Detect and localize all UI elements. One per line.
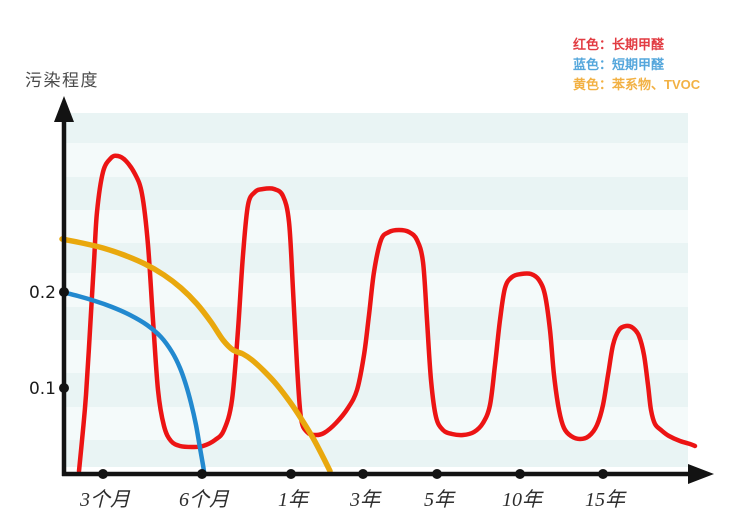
y-axis-title: 污染程度 [25, 71, 99, 90]
curve-long-term-formaldehyde [76, 153, 698, 474]
legend: 红色：长期甲醛 蓝色：短期甲醛 黄色：苯系物、TVOC [573, 35, 700, 95]
y-tick-dot-1 [59, 383, 69, 393]
legend-item-benzene-tvoc: 黄色：苯系物、TVOC [573, 77, 701, 92]
background-band [66, 113, 688, 143]
x-tick-dot-2 [286, 469, 296, 479]
x-tick-dot-1 [197, 469, 207, 479]
background-band [66, 307, 688, 340]
x-axis-arrow-icon [688, 464, 714, 484]
plot-background-bands [66, 113, 688, 467]
background-band [66, 210, 688, 243]
background-band [66, 373, 688, 407]
curve-benzene-tvoc [59, 236, 333, 474]
y-axis-arrow-icon [54, 96, 74, 122]
x-tick-label-2: 1年 [278, 489, 310, 511]
y-tick-label-0: 0.2 [29, 283, 56, 303]
x-tick-dot-6 [598, 469, 608, 479]
background-band [66, 407, 688, 440]
background-band [66, 143, 688, 177]
legend-item-short-term-formaldehyde: 蓝色：短期甲醛 [573, 57, 665, 72]
background-band [66, 177, 688, 210]
x-tick-dot-5 [515, 469, 525, 479]
background-band [66, 440, 688, 467]
x-tick-label-6: 15年 [585, 489, 627, 511]
series-curves [59, 153, 698, 475]
tick-marks-and-labels: 3个月 6个月 1年 3年 5年 10年 15年 0.2 0.1 [29, 283, 627, 511]
axes [54, 96, 714, 484]
x-tick-label-4: 5年 [424, 489, 456, 511]
x-tick-label-0: 3个月 [79, 489, 131, 511]
curve-short-term-formaldehyde [59, 289, 207, 475]
x-tick-label-5: 10年 [502, 489, 544, 511]
y-tick-dot-0 [59, 287, 69, 297]
background-band [66, 340, 688, 373]
x-tick-dot-3 [358, 469, 368, 479]
x-tick-label-3: 3年 [349, 489, 382, 511]
x-tick-dot-4 [432, 469, 442, 479]
legend-item-long-term-formaldehyde: 红色：长期甲醛 [573, 37, 665, 52]
background-band [66, 273, 688, 307]
x-tick-label-1: 6个月 [179, 489, 230, 511]
x-tick-dot-0 [98, 469, 108, 479]
y-tick-label-1: 0.1 [29, 379, 56, 399]
